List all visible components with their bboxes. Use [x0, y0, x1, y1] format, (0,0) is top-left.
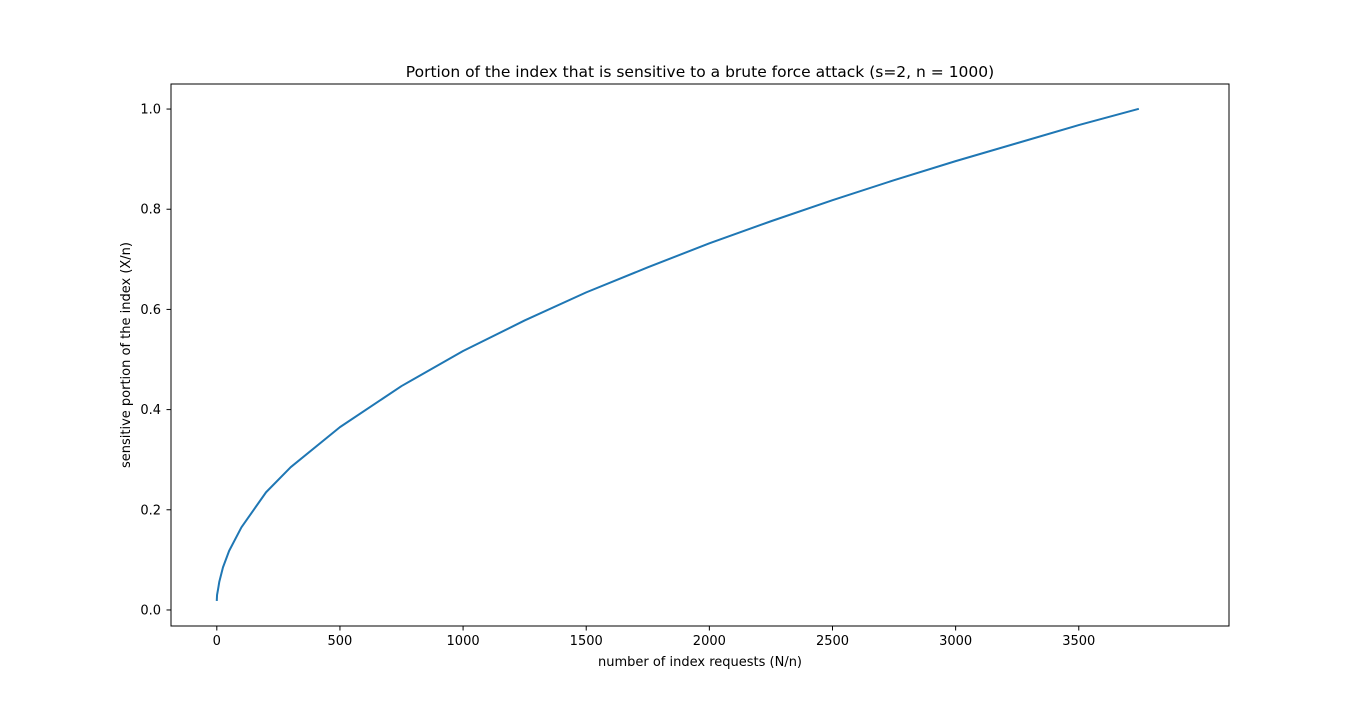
axes-frame: [170, 83, 1230, 627]
x-tick-label: 2000: [693, 634, 726, 649]
y-tick-label: 1.0: [140, 103, 161, 118]
y-axis: 0.0 0.2 0.4 0.6 0.8 1.0: [140, 103, 171, 618]
x-axis-label: number of index requests (N/n): [598, 655, 802, 670]
x-tick-label: 3500: [1062, 634, 1095, 649]
x-tick-label: 1000: [447, 634, 480, 649]
x-tick-label: 500: [328, 634, 353, 649]
chart-title: Portion of the index that is sensitive t…: [406, 63, 994, 81]
y-tick-label: 0.0: [140, 603, 161, 618]
plot-area: [215, 107, 1140, 601]
y-tick-label: 0.4: [140, 403, 161, 418]
y-tick-label: 0.6: [140, 303, 161, 318]
series-line-0: [215, 107, 1140, 601]
x-tick-label: 1500: [570, 634, 603, 649]
x-tick-label: 0: [213, 634, 221, 649]
y-tick-label: 0.2: [140, 503, 161, 518]
x-tick-label: 3000: [939, 634, 972, 649]
x-tick-label: 2500: [816, 634, 849, 649]
x-axis: 0 500 1000 1500 2000 2500 3000 3500: [213, 626, 1095, 649]
y-axis-label: sensitive portion of the index (X/n): [119, 242, 134, 468]
y-tick-label: 0.8: [140, 203, 161, 218]
